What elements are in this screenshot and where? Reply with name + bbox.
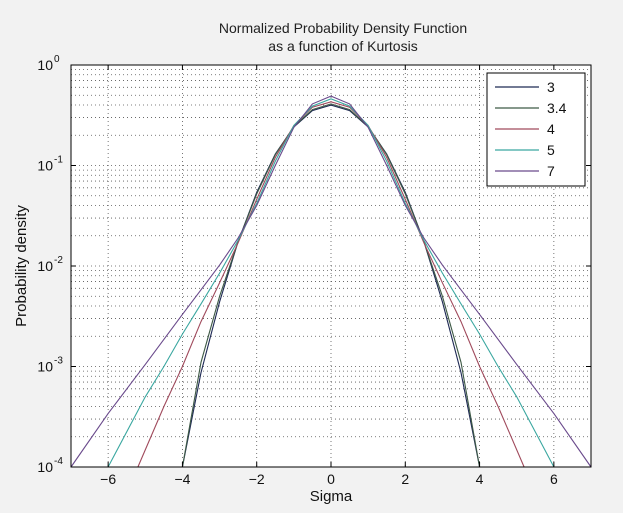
chart-subtitle: as a function of Kurtosis [268, 38, 417, 54]
y-tick-exponent: -2 [54, 255, 63, 266]
legend-label: 3.4 [547, 100, 567, 116]
grid [71, 65, 591, 467]
x-tick-label: −6 [100, 471, 116, 487]
series-line-5 [107, 98, 555, 468]
series-line-3 [181, 104, 481, 468]
series-line-4 [137, 101, 525, 468]
series-line-3.4 [181, 103, 481, 468]
x-tick-label: −2 [249, 471, 265, 487]
legend-label: 5 [547, 142, 555, 158]
legend-label: 7 [547, 163, 555, 179]
x-axis-label: Sigma [310, 488, 353, 505]
y-tick-label: 10 [37, 359, 53, 375]
legend-label: 4 [547, 121, 555, 137]
y-tick-label: 10 [37, 57, 53, 73]
legend-label: 3 [547, 79, 555, 95]
y-tick-exponent: -3 [54, 356, 63, 367]
y-tick-label: 10 [37, 158, 53, 174]
series-line-7 [70, 95, 592, 468]
series-lines [70, 95, 592, 468]
x-tick-label: 0 [327, 471, 335, 487]
x-tick-label: 4 [476, 471, 484, 487]
x-tick-label: −4 [174, 471, 190, 487]
x-axis: −6 −4 −2 0 2 4 6 [100, 65, 558, 487]
y-tick-label: 10 [37, 459, 53, 475]
y-tick-exponent: -4 [54, 456, 63, 467]
y-tick-exponent: -1 [54, 155, 63, 166]
y-axis-label: Probability density [13, 205, 30, 327]
legend: 3 3.4 4 5 7 [486, 72, 586, 187]
y-tick-exponent: 0 [54, 54, 60, 65]
chart-title: Normalized Probability Density Function [219, 20, 467, 36]
y-tick-label: 10 [37, 258, 53, 274]
x-tick-label: 6 [550, 471, 558, 487]
x-tick-label: 2 [401, 471, 409, 487]
